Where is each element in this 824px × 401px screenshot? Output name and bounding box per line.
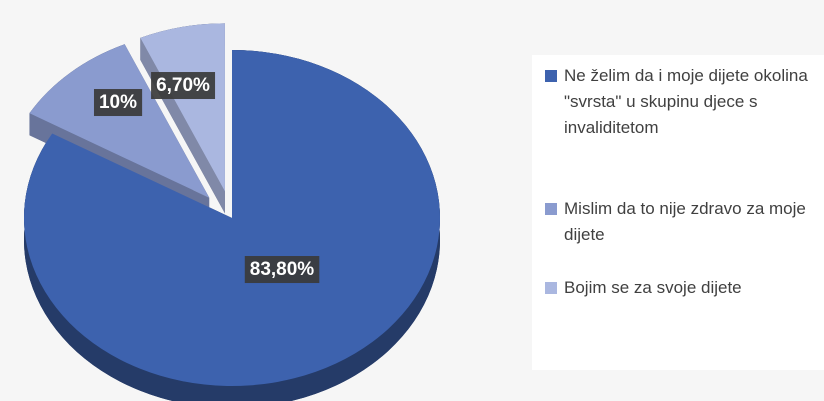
pie-slice [23, 50, 440, 386]
legend-swatch [545, 203, 557, 215]
legend-item: Mislim da to nije zdravo za moje dijete [545, 196, 820, 248]
data-label-box [151, 72, 216, 100]
data-label-text: 10% [99, 92, 137, 113]
data-label-text: 6,70% [156, 75, 210, 96]
legend-item: Bojim se za svoje dijete [545, 275, 820, 301]
pie-slice [29, 44, 210, 198]
legend-swatch [545, 282, 557, 294]
data-label: 10% [93, 89, 143, 117]
data-label: 6,70% [151, 72, 216, 100]
pie-slice [140, 23, 225, 192]
legend-box [532, 55, 824, 370]
legend-label: Bojim se za svoje dijete [564, 278, 742, 297]
data-label-box [93, 89, 143, 117]
data-label-box [244, 256, 320, 284]
legend-item: Ne želim da i moje dijete okolina "svrst… [545, 63, 820, 141]
legend-label: Ne želim da i moje dijete okolina "svrst… [564, 66, 808, 137]
legend-swatch [545, 70, 557, 82]
data-label-text: 83,80% [250, 259, 315, 280]
data-label: 83,80% [244, 256, 320, 284]
legend-label: Mislim da to nije zdravo za moje dijete [564, 199, 806, 244]
